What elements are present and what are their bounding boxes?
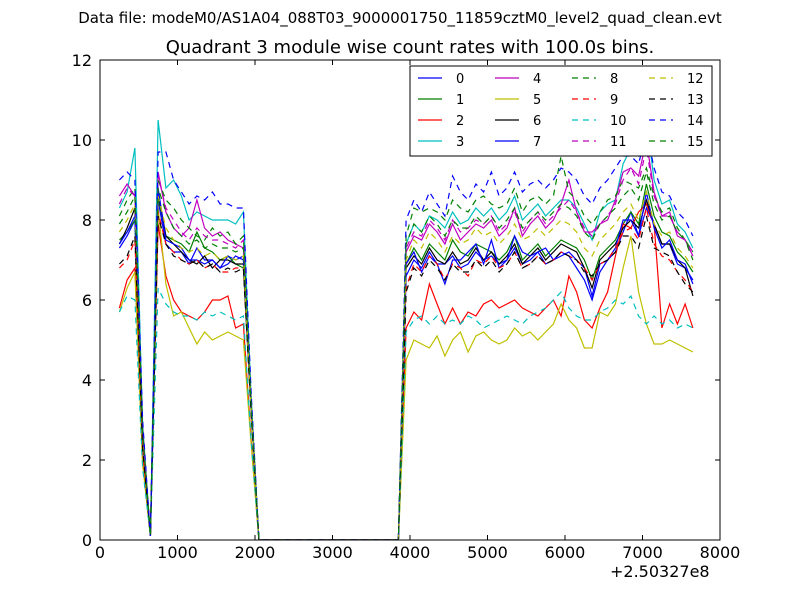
legend-label-1: 1 (456, 93, 464, 108)
legend-label-12: 12 (687, 72, 704, 87)
series-line-8 (118, 155, 694, 540)
series-line-15 (118, 169, 694, 540)
x-tick-label: 8000 (700, 543, 741, 562)
x-tick-label: 7000 (622, 543, 663, 562)
legend-label-11: 11 (610, 135, 627, 150)
legend-label-2: 2 (456, 114, 464, 129)
legend-label-5: 5 (533, 93, 541, 108)
legend-label-7: 7 (533, 135, 541, 150)
series-line-9 (118, 207, 694, 540)
x-axis-offset-label: +2.50327e8 (610, 562, 710, 581)
x-tick-label: 3000 (312, 543, 353, 562)
y-tick-label: 6 (82, 291, 92, 310)
x-tick-label: 1000 (157, 543, 198, 562)
legend-label-0: 0 (456, 72, 464, 87)
y-tick-label: 2 (82, 451, 92, 470)
y-tick-label: 0 (82, 531, 92, 550)
x-tick-label: 5000 (467, 543, 508, 562)
y-tick-label: 8 (82, 211, 92, 230)
x-tick-label: 0 (95, 543, 105, 562)
chart-title: Quadrant 3 module wise count rates with … (165, 37, 655, 58)
legend-label-3: 3 (456, 135, 464, 150)
legend-label-15: 15 (687, 135, 704, 150)
series-line-13 (118, 215, 694, 540)
series-line-10 (118, 287, 694, 540)
legend-label-10: 10 (610, 114, 627, 129)
series-line-12 (118, 189, 694, 540)
legend-label-13: 13 (687, 93, 704, 108)
legend-label-14: 14 (687, 114, 704, 129)
x-tick-label: 6000 (545, 543, 586, 562)
y-tick-label: 12 (72, 51, 92, 70)
legend-label-6: 6 (533, 114, 541, 129)
series-line-5 (118, 207, 694, 540)
figure-suptitle: Data file: modeM0/AS1A04_088T03_90000017… (78, 9, 722, 27)
series-layer (118, 119, 694, 540)
y-tick-label: 10 (72, 131, 92, 150)
x-tick-label: 2000 (235, 543, 276, 562)
x-tick-label: 4000 (390, 543, 431, 562)
series-line-14 (118, 131, 694, 540)
legend-label-9: 9 (610, 93, 618, 108)
y-tick-label: 4 (82, 371, 92, 390)
legend-label-4: 4 (533, 72, 541, 87)
legend-label-8: 8 (610, 72, 618, 87)
axis-ticks: 0 1000 2000 3000 4000 5000 6000 7000 80000246810… (72, 51, 741, 562)
